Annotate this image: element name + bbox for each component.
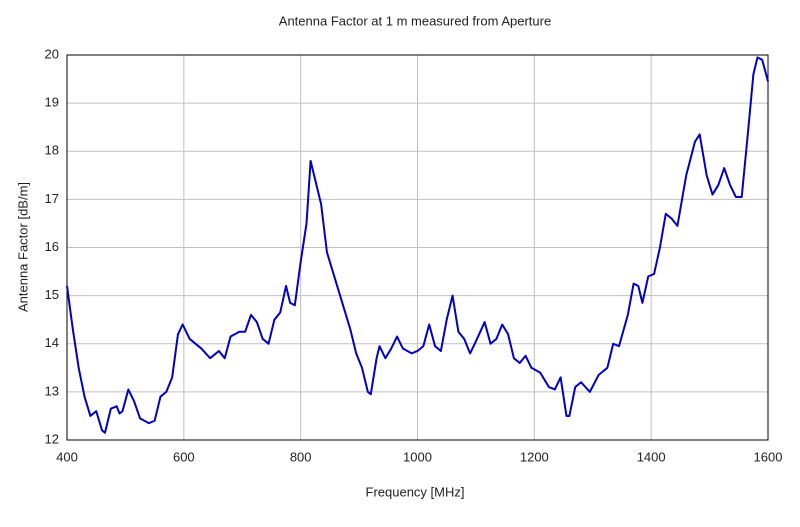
y-tick-label: 20 [45,46,59,61]
y-tick-label: 17 [45,191,59,206]
y-tick-label: 15 [45,287,59,302]
data-line [66,56,769,434]
x-tick-label: 1000 [403,449,432,464]
x-tick-label: 1400 [637,449,666,464]
x-axis-label: Frequency [MHz] [366,484,465,499]
x-tick-label: 400 [56,449,78,464]
y-tick-label: 14 [45,335,59,350]
y-tick-label: 16 [45,239,59,254]
x-tick-label: 800 [290,449,312,464]
x-tick-label: 1200 [520,449,549,464]
y-tick-label: 18 [45,143,59,158]
y-tick-label: 19 [45,95,59,110]
chart-title: Antenna Factor at 1 m measured from Aper… [279,13,551,28]
x-tick-label: 1600 [754,449,783,464]
y-axis-label: Antenna Factor [dB/m] [15,182,30,312]
y-tick-label: 13 [45,383,59,398]
x-tick-label: 600 [173,449,195,464]
plot-frame [66,54,769,441]
y-tick-label: 12 [45,431,59,446]
